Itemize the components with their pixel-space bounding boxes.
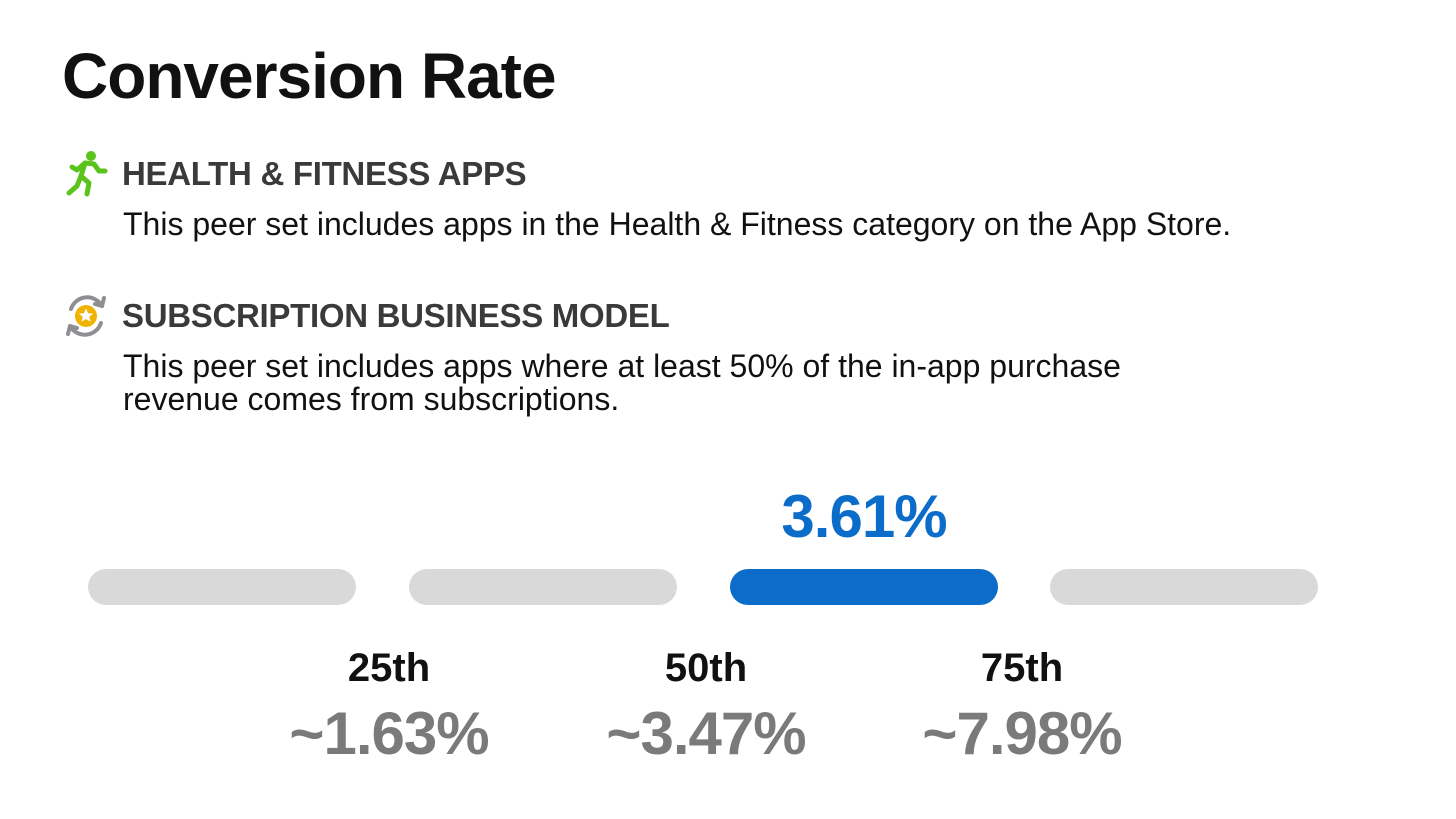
bar-segment-1 xyxy=(88,569,356,605)
peer-set-description: This peer set includes apps where at lea… xyxy=(123,348,1121,417)
bar-segment-2 xyxy=(409,569,677,605)
percentile-label: 50th xyxy=(664,646,748,690)
bar-segment-4 xyxy=(1050,569,1318,605)
bar-segment-3-active xyxy=(730,569,998,605)
running-figure-icon xyxy=(62,150,110,198)
percentile-value: ~1.63% xyxy=(289,700,489,767)
peer-set-title: SUBSCRIPTION BUSINESS MODEL xyxy=(122,297,670,334)
percentile-value: ~7.98% xyxy=(922,700,1122,767)
peer-set-health-fitness: HEALTH & FITNESS APPS This peer set incl… xyxy=(62,150,1303,241)
percentile-value: ~3.47% xyxy=(606,700,806,767)
subscription-star-icon xyxy=(62,292,110,340)
peer-set-description: This peer set includes apps in the Healt… xyxy=(123,206,1232,242)
peer-set-title: HEALTH & FITNESS APPS xyxy=(122,155,527,192)
percentile-label: 75th xyxy=(980,646,1064,690)
page-title: Conversion Rate xyxy=(62,40,557,112)
percentile-50th: 50th ~3.47% xyxy=(566,648,846,764)
percentile-75th: 75th ~7.98% xyxy=(882,648,1162,764)
percentile-25th: 25th ~1.63% xyxy=(249,648,529,764)
highlight-value: 3.61% xyxy=(781,483,947,550)
peer-set-subscription: SUBSCRIPTION BUSINESS MODEL This peer se… xyxy=(62,292,1203,416)
percentile-label: 25th xyxy=(347,646,431,690)
